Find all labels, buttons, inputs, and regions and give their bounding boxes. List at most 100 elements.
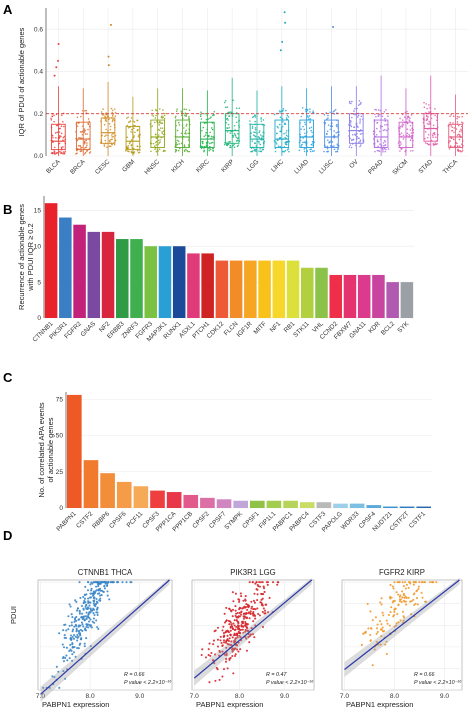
- panel-a-point: [62, 121, 64, 123]
- panel-d-plot-3-point: [385, 652, 388, 655]
- panel-a-point: [159, 127, 162, 129]
- panel-a-point: [434, 108, 436, 110]
- panel-b-ytick-label: 15: [34, 208, 42, 215]
- panel-a-point: [410, 132, 413, 134]
- panel-c-bar: [200, 497, 215, 508]
- panel-a-point: [126, 124, 129, 127]
- panel-a-point: [137, 128, 139, 131]
- panel-d-plot-2-point: [224, 631, 227, 634]
- panel-d-plot-1-point: [95, 619, 98, 622]
- panel-d-plot-1-point: [82, 602, 85, 605]
- panel-b-bar: [158, 246, 172, 318]
- panel-d-plot-3-point: [375, 627, 379, 630]
- panel-d-plot-2-point: [234, 653, 237, 656]
- panel-a-point: [58, 150, 61, 153]
- panel-a-point: [354, 133, 356, 136]
- panel-d-plot-1-point: [83, 618, 86, 621]
- panel-c-bar: [233, 500, 249, 508]
- panel-a-point: [84, 151, 87, 154]
- panel-d-plot-2-point: [239, 592, 242, 595]
- panel-letter-a: A: [3, 2, 13, 17]
- panel-d-plot-3-point: [387, 614, 390, 617]
- panel-d-plot-2-point: [244, 616, 247, 619]
- panel-c-bar: [299, 502, 315, 508]
- panel-d-plot-2-point: [212, 639, 216, 642]
- panel-d-plot-2-point: [232, 634, 236, 637]
- panel-d-plot-3-point: [397, 581, 400, 584]
- panel-d-plot-2-point: [221, 644, 224, 647]
- panel-d-plot-2-point: [239, 648, 242, 651]
- panel-b-bar: [44, 203, 58, 318]
- panel-a-boxplot: 0.0 0.2 0.4 0.6 BLCA BRCA CESC GBM HNSC KICH KIRC K…: [17, 8, 468, 176]
- panel-a-point: [251, 140, 254, 142]
- panel-b-bar: [130, 239, 143, 318]
- panel-a-category-label: SKCM: [391, 158, 409, 176]
- panel-a-point: [155, 144, 158, 146]
- panel-d-plot-3-point: [402, 619, 405, 622]
- panel-a-point: [232, 144, 234, 147]
- panel-a-point: [401, 123, 404, 125]
- panel-a-point: [428, 111, 430, 113]
- panel-a-point: [133, 121, 136, 123]
- panel-d-plot-1-point: [53, 676, 56, 679]
- panel-d-plot-3-point: [407, 586, 410, 589]
- panel-a-point: [223, 143, 226, 146]
- panel-a-point: [226, 106, 229, 108]
- panel-d-plot-2-point: [259, 581, 262, 584]
- panel-d-plot-3-point: [401, 590, 404, 593]
- panel-d-plot-1-point: [67, 615, 70, 618]
- panel-a-point: [185, 114, 188, 116]
- panel-a-point: [112, 118, 114, 121]
- panel-d-plot-1-point: [81, 629, 84, 633]
- panel-a-point: [188, 116, 190, 118]
- panel-d-plot-2-point: [265, 581, 268, 584]
- panel-d-plot-3-point: [413, 603, 416, 607]
- panel-b-ytick-label: 10: [34, 243, 42, 250]
- panel-a-point: [357, 104, 360, 107]
- panel-d-plot-2-point: [239, 628, 243, 632]
- panel-a-point: [435, 143, 437, 146]
- panel-d-plot-3-point: [391, 601, 394, 604]
- panel-a-point: [130, 139, 133, 141]
- panel-a-point: [260, 120, 263, 123]
- panel-d-plot-1-regression-line: [40, 579, 170, 695]
- panel-a-point: [326, 118, 328, 120]
- panel-a-point: [133, 135, 135, 137]
- panel-a-point: [131, 147, 133, 149]
- panel-d-plot-2-point: [207, 653, 210, 657]
- panel-a-point: [183, 144, 186, 146]
- panel-a-category-label: LGG: [246, 158, 261, 173]
- panel-a-point: [130, 151, 133, 154]
- panel-a-point: [201, 142, 204, 145]
- panel-d-plot-2-point: [244, 599, 247, 602]
- panel-a-point: [448, 148, 451, 150]
- panel-a-point: [383, 139, 386, 142]
- panel-a-point: [185, 108, 188, 111]
- panel-d-plot-3-point: [389, 597, 392, 600]
- panel-a-point: [284, 149, 287, 152]
- panel-d-plot-2-point: [256, 593, 259, 596]
- panel-d-plot-1-point: [89, 592, 92, 595]
- panel-a-point: [205, 118, 208, 121]
- panel-a-point: [285, 143, 288, 146]
- panel-a-point: [155, 114, 157, 117]
- panel-c-bar: [416, 506, 432, 508]
- panel-d-plot-2-point: [248, 641, 251, 644]
- panel-a-point: [85, 109, 88, 112]
- panel-d-plot-3-point: [392, 614, 395, 617]
- panel-a-point: [251, 150, 254, 153]
- panel-a-point: [326, 130, 329, 132]
- panel-d-plot-1-point: [71, 653, 74, 656]
- panel-a-point: [329, 128, 332, 131]
- panel-a-point: [304, 121, 306, 124]
- panel-a-point: [56, 131, 58, 134]
- panel-d-plot-2-point: [242, 617, 245, 620]
- panel-c-ylabel-line2: of actionable genes: [46, 417, 55, 482]
- panel-d-plot-3-point: [404, 600, 408, 603]
- panel-a-point: [435, 136, 437, 138]
- panel-a-point: [177, 140, 180, 142]
- panel-b-category-label: NF1: [269, 320, 283, 334]
- panel-a-point: [385, 148, 387, 151]
- panel-a-point: [185, 129, 187, 132]
- panel-a-category-label: LIHC: [270, 158, 286, 174]
